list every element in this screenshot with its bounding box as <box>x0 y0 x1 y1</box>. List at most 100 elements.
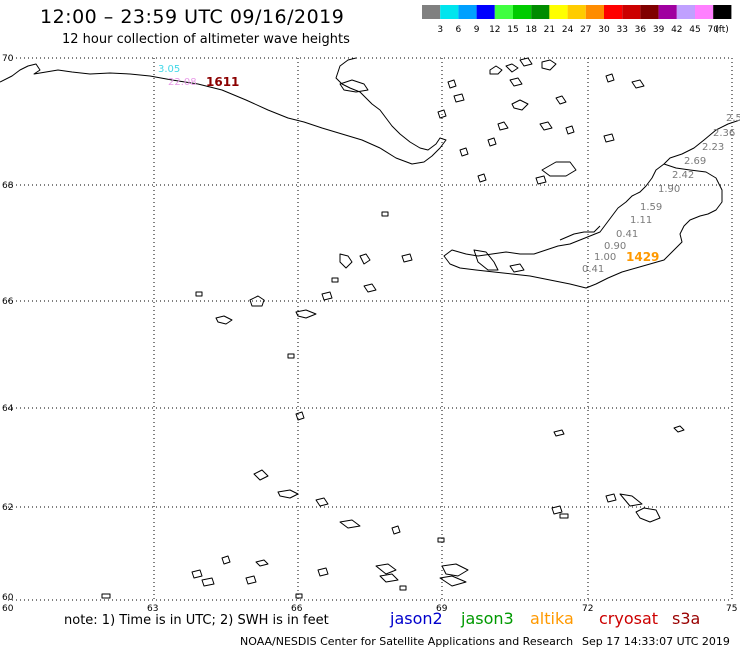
island <box>399 585 407 591</box>
island <box>635 507 661 523</box>
y-tick-label: 62 <box>2 503 13 513</box>
island <box>437 537 445 543</box>
wave-height-label: 1.90 <box>658 184 680 195</box>
satellite-legend-jason3: jason3 <box>461 609 514 628</box>
colorbar-tick-label: 6 <box>456 25 462 35</box>
colorbar-tick-label: 33 <box>616 25 627 35</box>
y-tick-label: 60 <box>2 593 14 603</box>
satellite-legend-s3a: s3a <box>672 609 701 628</box>
island <box>379 573 399 583</box>
wave-height-label: 2.69 <box>684 156 706 167</box>
wave-height-label: 22.08 <box>168 77 197 88</box>
island <box>255 559 269 567</box>
island <box>559 513 569 519</box>
island <box>381 211 389 217</box>
wave-height-label: 2.23 <box>702 142 724 153</box>
island <box>541 161 577 177</box>
wave-height-label: 2.36 <box>713 128 735 139</box>
island <box>439 575 467 587</box>
island <box>339 519 361 529</box>
colorbar-tick-label: 27 <box>580 25 591 35</box>
island <box>249 295 265 307</box>
colorbar-tick-label: 18 <box>525 25 537 35</box>
island <box>555 95 567 105</box>
colorbar-swatch <box>604 5 623 19</box>
island <box>603 133 615 143</box>
colorbar-tick-label: 42 <box>671 25 682 35</box>
page-title: 12:00 – 23:59 UTC 09/16/2019 <box>40 6 345 28</box>
island <box>447 79 457 89</box>
colorbar-swatch <box>440 5 459 19</box>
island <box>321 291 333 301</box>
island <box>315 497 329 507</box>
island <box>619 493 643 507</box>
island <box>391 525 401 535</box>
island <box>195 291 203 297</box>
island <box>295 309 317 319</box>
colorbar-tick-label: 36 <box>635 25 647 35</box>
island <box>511 99 529 111</box>
island <box>519 57 533 67</box>
satellite-legend-altika: altika <box>530 609 574 628</box>
island <box>605 493 617 503</box>
wave-height-label: 1.00 <box>594 252 616 263</box>
x-tick-label: 60 <box>2 604 14 614</box>
page-subtitle: 12 hour collection of altimeter wave hei… <box>62 32 350 47</box>
colorbar-tick-label: 21 <box>544 25 555 35</box>
island <box>477 173 487 183</box>
colorbar-swatch <box>422 5 441 19</box>
island <box>253 469 269 481</box>
coastlines <box>0 57 740 599</box>
inner-gulf-coast <box>559 225 601 241</box>
island <box>331 277 339 283</box>
colorbar-swatch <box>713 5 732 19</box>
x-tick-label: 63 <box>147 604 158 614</box>
colorbar-swatch <box>640 5 659 19</box>
island <box>473 249 499 271</box>
footer-note: note: 1) Time is in UTC; 2) SWH is in fe… <box>64 613 329 628</box>
colorbar-swatch <box>531 5 550 19</box>
island <box>441 563 469 577</box>
wave-height-label: 1429 <box>626 250 659 264</box>
island <box>551 505 563 515</box>
wave-height-label: 2.5 <box>726 113 740 124</box>
wave-height-label: 0.41 <box>582 264 604 275</box>
colorbar-swatch <box>476 5 495 19</box>
x-tick-label: 69 <box>436 604 448 614</box>
wave-height-label: 2.42 <box>672 170 694 181</box>
colorbar-unit-label: (ft) <box>715 25 729 35</box>
y-tick-label: 64 <box>2 404 14 414</box>
island <box>489 65 503 75</box>
island <box>317 567 329 577</box>
island <box>487 137 497 147</box>
colorbar-swatch <box>585 5 604 19</box>
colorbar-tick-label: 30 <box>598 25 610 35</box>
island <box>509 77 523 87</box>
island <box>191 569 203 579</box>
colorbar-swatch <box>676 5 695 19</box>
wave-height-label: 1.59 <box>640 202 662 213</box>
colorbar-swatch <box>567 5 586 19</box>
colorbar-tick-label: 15 <box>507 25 518 35</box>
north-island <box>339 79 369 93</box>
island <box>605 73 615 83</box>
colorbar-tick-label: 12 <box>489 25 500 35</box>
x-tick-label: 75 <box>726 604 737 614</box>
island <box>101 593 111 599</box>
island <box>437 109 447 119</box>
island <box>565 125 575 135</box>
satellite-legend-jason2: jason2 <box>390 609 443 628</box>
island <box>295 593 303 599</box>
x-tick-label: 72 <box>582 604 593 614</box>
colorbar-swatch <box>458 5 477 19</box>
wave-height-colorbar: 3 6 9 12 15 18 21 24 27 30 33 36 39 42 45 70(ft) <box>422 5 732 35</box>
island <box>221 555 231 565</box>
axis-labels: 60 63 66 69 72 75 70 68 66 64 62 60 <box>2 54 737 614</box>
island <box>287 353 295 359</box>
island <box>363 283 377 293</box>
y-tick-label: 70 <box>2 54 14 64</box>
island <box>459 147 469 157</box>
colorbar-swatch <box>658 5 677 19</box>
island <box>539 121 553 131</box>
